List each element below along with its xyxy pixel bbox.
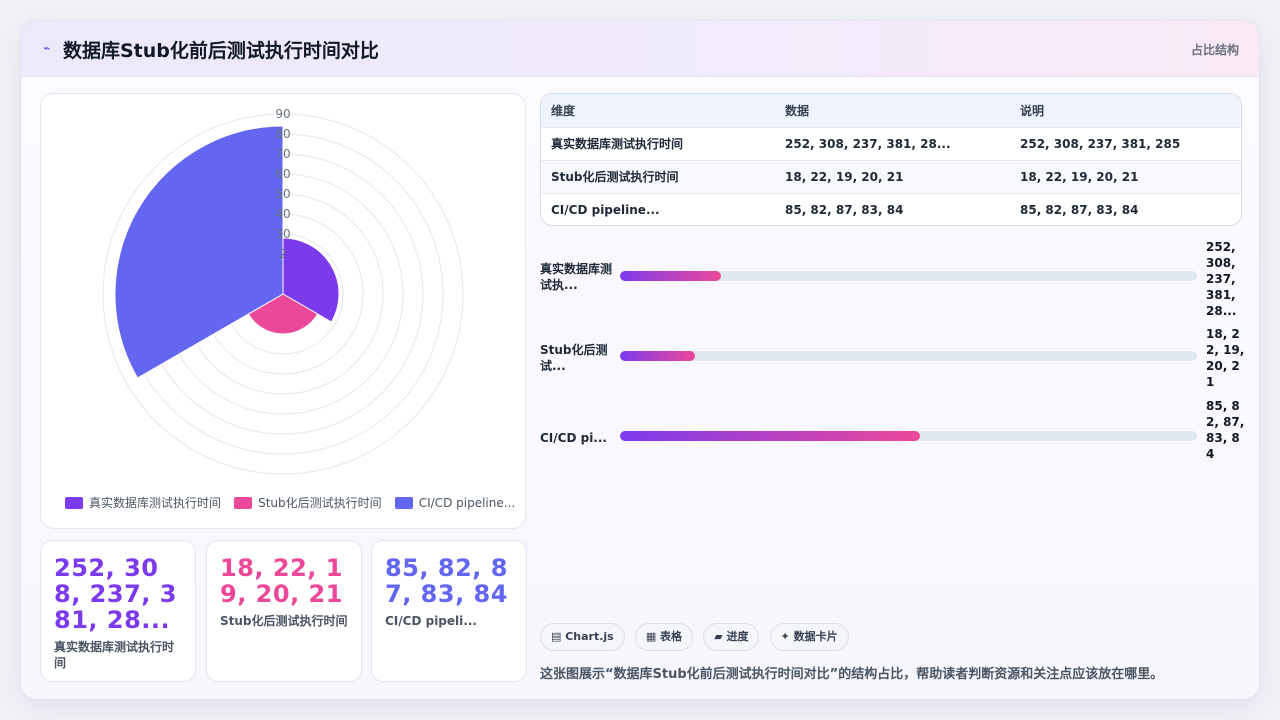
table-row: CI/CD pipeline... 85, 82, 87, 83, 84 85,…: [541, 192, 1241, 225]
legend-label: Stub化后测试执行时间: [258, 496, 382, 510]
progress-value: 18, 22, 19, 20, 21: [1206, 327, 1245, 389]
tick-label: 60: [275, 167, 290, 181]
legend-item-cicd[interactable]: CI/CD pipeline...: [394, 496, 516, 510]
data-table-panel: 维度 数据 说明 真实数据库测试执行时间 252, 308, 237, 381,…: [540, 93, 1242, 226]
table-header-row: 维度 数据 说明: [541, 94, 1241, 127]
progress-row-real-db: 真实数据库测试执... 252, 308, 237, 381, 28...: [540, 239, 1242, 319]
table-cell: 252, 308, 237, 381, 285: [1010, 126, 1241, 160]
page-title: 数据库Stub化前后测试执行时间对比: [63, 40, 379, 62]
tick-label: 30: [275, 227, 290, 241]
tick-label: 2: [279, 247, 287, 261]
legend-label: CI/CD pipeline...: [418, 496, 516, 510]
kpi-card-stub: 18, 22, 19, 20, 21 Stub化后测试执行时间: [206, 540, 362, 682]
progress-track: [620, 431, 1197, 441]
kpi-label: 真实数据库测试执行时间: [54, 640, 175, 670]
data-table: 维度 数据 说明 真实数据库测试执行时间 252, 308, 237, 381,…: [541, 94, 1241, 225]
chart-description: 这张图展示“数据库Stub化前后测试执行时间对比”的结构占比，帮助读者判断资源和…: [540, 667, 1164, 682]
tick-label: 70: [275, 147, 290, 161]
progress-label: 真实数据库测试执...: [540, 262, 613, 292]
kpi-label: Stub化后测试执行时间: [220, 614, 348, 628]
chip-progress[interactable]: ▰ 进度: [703, 623, 760, 651]
progress-label: CI/CD pi...: [540, 431, 607, 445]
chip-table[interactable]: ▦ 表格: [634, 623, 694, 651]
pulse-icon: ⌁: [43, 41, 51, 55]
progress-value: 85, 82, 87, 83, 84: [1206, 399, 1245, 461]
chip-data-cards[interactable]: ✦ 数据卡片: [769, 623, 849, 651]
progress-fill: [620, 271, 721, 281]
progress-row-cicd: CI/CD pi... 85, 82, 87, 83, 84: [540, 398, 1244, 478]
legend-item-stub[interactable]: Stub化后测试执行时间: [234, 494, 382, 511]
header-bar: ⌁ 数据库Stub化前后测试执行时间对比 占比结构: [21, 21, 1259, 77]
column-header[interactable]: 说明: [1010, 94, 1241, 127]
table-cell: Stub化后测试执行时间: [541, 159, 775, 193]
kpi-value: 18, 22, 19, 20, 21: [220, 554, 343, 608]
table-cell: CI/CD pipeline...: [541, 192, 775, 225]
polar-slice[interactable]: [282, 237, 340, 323]
table-cell: 252, 308, 237, 381, 28...: [775, 126, 1010, 160]
tick-label: 40: [275, 207, 290, 221]
table-cell: 18, 22, 19, 20, 21: [775, 159, 1010, 193]
grid-ring: [102, 113, 464, 475]
kpi-label: CI/CD pipeli...: [385, 614, 477, 628]
column-header[interactable]: 维度: [541, 94, 775, 127]
progress-value: 252, 308, 237, 381, 28...: [1206, 240, 1237, 318]
progress-track: [620, 271, 1197, 281]
progress-track: [620, 351, 1197, 361]
tick-label: 80: [275, 127, 290, 141]
tech-chips: ▤ Chart.js ▦ 表格 ▰ 进度 ✦ 数据卡片: [540, 623, 854, 653]
progress-row-stub: Stub化后测试... 18, 22, 19, 20, 21: [540, 326, 1244, 396]
table-cell: 85, 82, 87, 83, 84: [775, 192, 1010, 225]
chart-type-tag: 占比结构: [1190, 43, 1239, 57]
legend-label: 真实数据库测试执行时间: [89, 496, 222, 510]
kpi-value: 85, 82, 87, 83, 84: [385, 554, 508, 608]
table-row: 真实数据库测试执行时间 252, 308, 237, 381, 28... 25…: [541, 126, 1241, 160]
progress-fill: [620, 351, 695, 361]
chart-legend: 真实数据库测试执行时间 Stub化后测试执行时间 CI/CD pipeline.…: [65, 492, 523, 511]
tick-label: 90: [275, 107, 290, 121]
legend-swatch: [65, 497, 83, 509]
progress-fill: [620, 431, 921, 441]
kpi-card-real-db: 252, 308, 237, 381, 28... 真实数据库测试执行时间: [40, 540, 196, 682]
polar-chart-panel: 2 30 40 50 60 70 80 90 真实数据库测试执行时间 Stub化后测试执行时间…: [40, 93, 526, 529]
kpi-card-cicd: 85, 82, 87, 83, 84 CI/CD pipeli...: [371, 540, 527, 682]
kpi-value: 252, 308, 237, 381, 28...: [54, 554, 177, 634]
table-cell: 真实数据库测试执行时间: [541, 126, 775, 160]
table-cell: 85, 82, 87, 83, 84: [1010, 192, 1241, 225]
table-cell: 18, 22, 19, 20, 21: [1010, 159, 1241, 193]
polar-slice[interactable]: [114, 125, 284, 379]
tick-label: 50: [275, 187, 290, 201]
column-header[interactable]: 数据: [775, 94, 1010, 127]
polar-area-chart: 2 30 40 50 60 70 80 90: [102, 107, 464, 475]
progress-label: Stub化后测试...: [540, 343, 608, 373]
chip-chartjs[interactable]: ▤ Chart.js: [540, 623, 625, 651]
table-row: Stub化后测试执行时间 18, 22, 19, 20, 21 18, 22, …: [541, 159, 1241, 193]
legend-item-real-db[interactable]: 真实数据库测试执行时间: [65, 494, 221, 511]
legend-swatch: [394, 497, 413, 509]
legend-swatch: [234, 497, 253, 509]
dashboard-card: ⌁ 数据库Stub化前后测试执行时间对比 占比结构 2 30 40 50 60 70 80 9…: [20, 20, 1260, 700]
